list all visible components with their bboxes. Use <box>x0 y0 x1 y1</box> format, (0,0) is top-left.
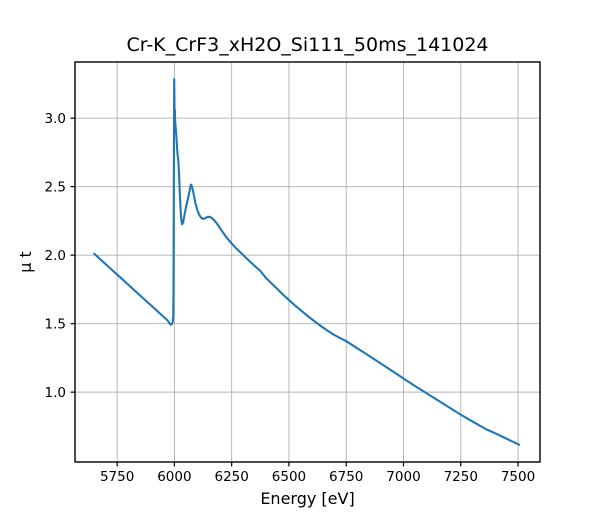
tick-marks <box>70 117 519 467</box>
y-tick-label: 2.0 <box>45 248 66 264</box>
x-tick-label: 5750 <box>100 469 134 485</box>
y-tick-label: 1.5 <box>45 316 66 332</box>
x-tick-label: 7500 <box>501 469 535 485</box>
y-tick-label: 2.5 <box>45 179 66 195</box>
plot-border <box>74 61 541 463</box>
y-tick-label: 3.0 <box>45 111 66 127</box>
x-tick-label: 6000 <box>157 469 191 485</box>
x-tick-label: 6750 <box>329 469 363 485</box>
x-tick-label: 6500 <box>272 469 306 485</box>
y-tick-label: 1.0 <box>45 385 66 401</box>
spectrum-line <box>93 78 521 446</box>
x-tick-label: 7000 <box>386 469 420 485</box>
x-axis-label: Energy [eV] <box>260 489 354 508</box>
tick-labels: 5750 6000 6250 6500 6750 7000 7250 7500 1.0 1.5 2.… <box>45 111 536 485</box>
data-series <box>93 78 521 446</box>
gridlines <box>75 62 540 462</box>
chart-title: Cr-K_CrF3_xH2O_Si111_50ms_141024 <box>126 34 488 56</box>
y-axis-label: μ t <box>16 251 35 273</box>
x-tick-label: 7250 <box>444 469 478 485</box>
x-tick-label: 6250 <box>215 469 249 485</box>
